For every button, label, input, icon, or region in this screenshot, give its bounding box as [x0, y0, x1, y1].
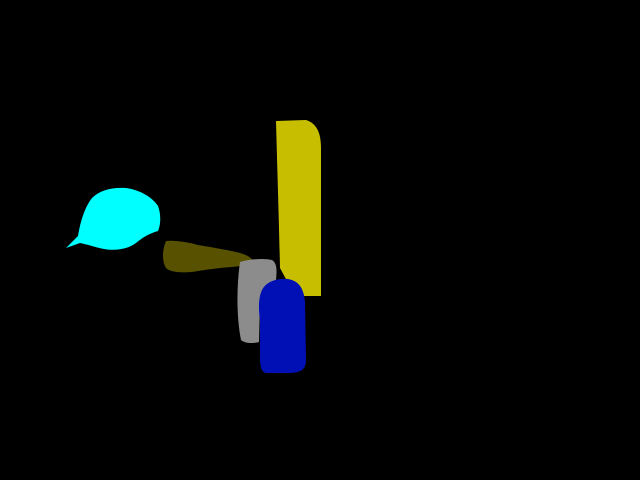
blue-block-region	[258, 278, 306, 373]
olive-bar-region	[163, 240, 253, 273]
yellow-tall-region	[276, 120, 321, 296]
cyan-cap-region	[66, 187, 161, 250]
gray-block-region	[237, 258, 277, 344]
